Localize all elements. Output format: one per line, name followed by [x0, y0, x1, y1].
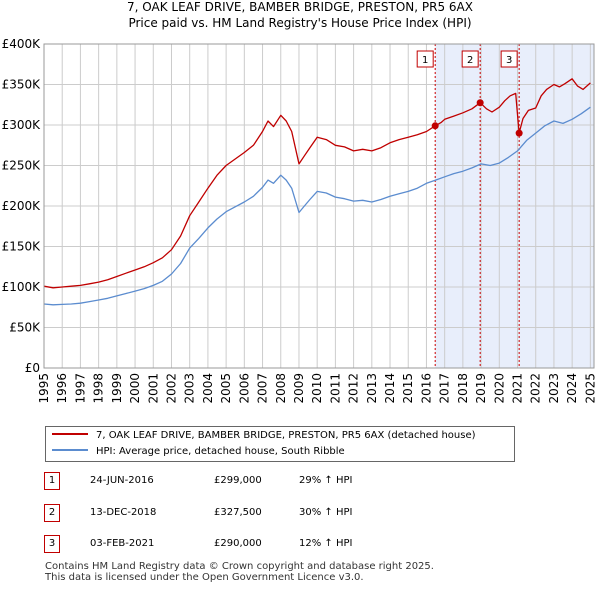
x-tick-label: 1997: [73, 373, 87, 404]
x-tick-label: 2019: [474, 373, 488, 404]
legend-swatch-hpi: [52, 449, 88, 451]
sale-number-badge: 2: [44, 504, 60, 522]
sale-date: 24-JUN-2016: [90, 475, 154, 486]
legend-label-property: 7, OAK LEAF DRIVE, BAMBER BRIDGE, PRESTO…: [96, 430, 476, 441]
sale-price: £290,000: [214, 538, 262, 549]
grid-layer: [43, 43, 594, 369]
sale-date: 13-DEC-2018: [90, 507, 157, 518]
x-tick-label: 1996: [55, 373, 69, 404]
x-tick-label: 1995: [37, 373, 51, 404]
x-tick-label: 2002: [164, 373, 178, 404]
legend: 7, OAK LEAF DRIVE, BAMBER BRIDGE, PRESTO…: [45, 426, 515, 462]
sale-label-box: [500, 50, 518, 68]
x-tick-label: 2015: [401, 373, 415, 404]
x-tick-label: 2005: [219, 373, 233, 404]
x-tick-label: 1998: [92, 373, 106, 404]
y-tick-label: £50K: [9, 321, 41, 335]
x-tick-label: 2014: [383, 373, 397, 404]
sale-point: [431, 122, 439, 130]
x-tick-label: 2016: [419, 373, 433, 404]
sale-label-text: 1: [422, 55, 428, 66]
x-tick-label: 2003: [183, 373, 197, 404]
x-tick-label: 2009: [292, 373, 306, 404]
sale-hpi-change: 29% ↑ HPI: [299, 475, 353, 486]
x-tick-label: 2017: [438, 373, 452, 404]
legend-swatch-property: [52, 433, 88, 435]
sale-label-text: 3: [506, 55, 512, 66]
sale-price: £299,000: [214, 475, 262, 486]
table-row: 3 03-FEB-2021 £290,000 12% ↑ HPI: [44, 535, 464, 553]
x-tick-label: 2011: [328, 373, 342, 404]
x-tick-label: 2001: [146, 373, 160, 404]
footer-copyright: Contains HM Land Registry data © Crown c…: [45, 561, 434, 572]
y-tick-label: £350K: [2, 78, 42, 92]
footer-attribution: Contains HM Land Registry data © Crown c…: [45, 561, 434, 583]
sale-date: 03-FEB-2021: [90, 538, 155, 549]
sale-hpi-change: 12% ↑ HPI: [299, 538, 353, 549]
sale-label-text: 2: [467, 55, 473, 66]
footer-license: This data is licensed under the Open Gov…: [45, 572, 364, 583]
y-tick-label: £150K: [2, 240, 42, 254]
sale-point: [515, 129, 523, 137]
sale-number-badge: 3: [44, 535, 60, 553]
legend-item-hpi: HPI: Average price, detached house, Sout…: [52, 444, 345, 460]
sale-points: [431, 99, 523, 137]
x-tick-label: 2024: [565, 373, 579, 404]
sale-hpi-change: 30% ↑ HPI: [299, 507, 353, 518]
sale-number-badge: 1: [44, 472, 60, 490]
x-tick-label: 2008: [274, 373, 288, 404]
y-tick-label: £200K: [2, 199, 42, 213]
table-row: 2 13-DEC-2018 £327,500 30% ↑ HPI: [44, 504, 464, 522]
sale-marker-lines: [434, 44, 520, 368]
x-tick-label: 2022: [529, 373, 543, 404]
x-tick-label: 2013: [365, 373, 379, 404]
y-tick-label: £250K: [2, 159, 42, 173]
price-chart: 1 2 3 £0 £50K £100K £150K £200K £250K £300K £350K…: [2, 37, 598, 404]
x-tick-label: 2007: [256, 373, 270, 404]
x-tick-label: 2004: [201, 373, 215, 404]
plot-border: [43, 43, 595, 369]
y-tick-label: £300K: [2, 118, 42, 132]
x-tick-label: 2025: [583, 373, 597, 404]
x-tick-label: 2010: [310, 373, 324, 404]
x-tick-label: 1999: [110, 373, 124, 404]
x-tick-label: 2006: [237, 373, 251, 404]
hpi-line: [43, 106, 591, 306]
legend-label-hpi: HPI: Average price, detached house, Sout…: [96, 446, 345, 457]
x-tick-label: 2012: [347, 373, 361, 404]
x-tick-label: 2021: [511, 373, 525, 404]
sale-point: [476, 99, 484, 107]
x-tick-label: 2023: [547, 373, 561, 404]
sale-label-boxes: 1 2 3: [416, 50, 518, 68]
y-tick-label: £0: [25, 361, 40, 375]
x-tick-label: 2000: [128, 373, 142, 404]
y-tick-label: £100K: [2, 280, 42, 294]
axis-layer: £0 £50K £100K £150K £200K £250K £300K £350K £400…: [2, 37, 598, 404]
table-row: 1 24-JUN-2016 £299,000 29% ↑ HPI: [44, 472, 464, 490]
y-tick-label: £400K: [2, 37, 42, 51]
legend-item-property: 7, OAK LEAF DRIVE, BAMBER BRIDGE, PRESTO…: [52, 428, 476, 444]
x-tick-label: 2020: [492, 373, 506, 404]
chart-title-address: 7, OAK LEAF DRIVE, BAMBER BRIDGE, PRESTO…: [127, 0, 473, 14]
x-tick-label: 2018: [456, 373, 470, 404]
sale-label-box: [461, 50, 479, 68]
sale-label-box: [416, 50, 434, 68]
sale-price: £327,500: [214, 507, 262, 518]
chart-subtitle: Price paid vs. HM Land Registry's House …: [128, 16, 472, 30]
